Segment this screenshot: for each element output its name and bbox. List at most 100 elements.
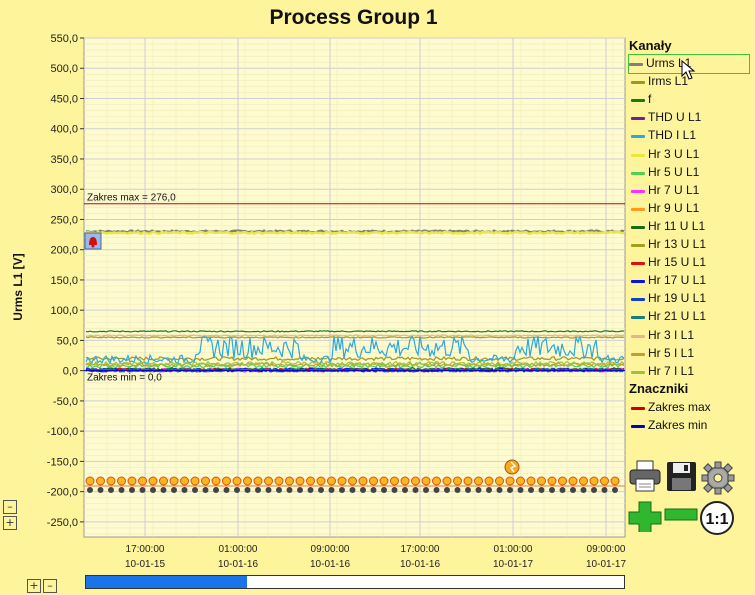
legend-item[interactable]: Hr 21 U L1	[631, 308, 749, 326]
legend-swatch	[631, 225, 645, 229]
y-tick-label: 550,0	[50, 33, 78, 45]
y-axis-ticks: 550,0 500,0 450,0 400,0 350,0 300,0 250,0 200,0…	[47, 33, 84, 529]
y-tick-label: 0,0	[63, 366, 78, 378]
legend-marker-item[interactable]: Zakres min	[631, 417, 749, 435]
event-marker	[232, 476, 242, 486]
add-axis-icon[interactable]: +	[3, 516, 17, 530]
event-marker	[169, 476, 179, 486]
event-marker-dot	[517, 487, 524, 493]
y-tick-label: -50,0	[53, 396, 78, 408]
series-line	[85, 334, 625, 365]
legend-swatch	[631, 81, 645, 85]
event-marker	[211, 476, 221, 486]
event-marker	[505, 476, 515, 486]
event-marker-dot	[213, 487, 219, 493]
gear-icon[interactable]	[701, 461, 735, 495]
y-axis-label: Urms L1 [V]	[11, 253, 25, 321]
event-marker	[138, 476, 147, 486]
alarm-bell-icon[interactable]	[84, 232, 102, 250]
event-marker	[159, 476, 168, 486]
event-marker-dot	[87, 487, 93, 493]
legend-swatch	[631, 99, 645, 103]
series-line	[85, 230, 625, 236]
legend-item[interactable]: THD I L1	[631, 127, 749, 145]
event-marker	[495, 476, 504, 486]
legend-item[interactable]: f	[631, 91, 749, 109]
legend-swatch	[631, 298, 645, 302]
scroll-zoom-out-icon[interactable]: –	[43, 579, 57, 593]
legend-item[interactable]: Hr 7 I L1	[631, 363, 749, 381]
legend-item[interactable]: Hr 5 U L1	[631, 164, 749, 182]
legend-item[interactable]: Hr 17 U L1	[631, 272, 749, 290]
event-marker	[400, 476, 410, 486]
legend-item[interactable]: Irms L1	[631, 73, 749, 91]
event-marker	[285, 476, 294, 486]
legend-label: THD I L1	[648, 128, 697, 143]
event-marker-dot	[412, 487, 419, 493]
legend-item[interactable]: Hr 11 U L1	[631, 218, 749, 236]
legend-label: Hr 13 U L1	[648, 237, 707, 251]
legend-swatch	[631, 316, 645, 320]
event-marker	[274, 476, 284, 486]
legend-item[interactable]: Urms L1	[628, 54, 750, 74]
legend-label: Zakres min	[648, 418, 708, 432]
mouse-cursor-icon	[681, 60, 696, 80]
event-marker-dot	[297, 487, 303, 493]
y-tick-label: 350,0	[50, 154, 78, 166]
event-marker-dot	[360, 487, 366, 493]
legend-item[interactable]: Hr 3 U L1	[631, 146, 749, 164]
legend-label: f	[648, 92, 652, 107]
legend-item[interactable]: Hr 3 I L1	[631, 327, 749, 345]
event-marker-dot	[307, 487, 314, 493]
event-marker-dot	[318, 487, 324, 493]
event-marker-dot	[349, 487, 356, 493]
legend-item[interactable]: THD U L1	[631, 109, 749, 127]
legend-label: Urms L1	[646, 56, 692, 70]
legend-marker-item[interactable]: Zakres max	[631, 399, 749, 417]
legend-item[interactable]: Hr 19 U L1	[631, 290, 749, 308]
save-icon[interactable]	[666, 461, 698, 493]
event-marker-dot	[591, 487, 597, 493]
scroll-zoom-in-icon[interactable]: +	[27, 579, 41, 593]
legend-item[interactable]: Hr 9 U L1	[631, 200, 749, 218]
x-tick-time: 01:00:00	[494, 544, 533, 555]
legend-swatch	[629, 63, 643, 66]
zoom-out-icon[interactable]	[664, 508, 698, 522]
legend-label: Hr 11 U L1	[648, 218, 706, 233]
printer-icon[interactable]	[628, 459, 662, 493]
legend-markers-title: Znaczniki	[629, 381, 689, 396]
event-marker-dot	[570, 487, 576, 493]
annotations: Zakres max = 276,0 Zakres min = 0,0	[84, 193, 625, 384]
plot-area[interactable]	[83, 37, 626, 538]
legend-item[interactable]: Hr 13 U L1	[631, 236, 749, 254]
event-marker	[85, 476, 95, 486]
event-marker	[180, 476, 189, 486]
event-marker	[442, 476, 452, 486]
x-tick-date: 10-01-16	[310, 559, 350, 570]
legend-item[interactable]: Hr 5 I L1	[631, 345, 749, 363]
event-marker-dot	[160, 487, 167, 493]
chart-plot[interactable]: 550,0 500,0 450,0 400,0 350,0 300,0 250,0 200,0…	[0, 0, 628, 575]
event-marker	[306, 476, 315, 486]
expand-icon[interactable]: –	[3, 500, 17, 514]
zoom-in-icon[interactable]	[628, 500, 662, 532]
event-marker	[390, 476, 399, 486]
x-tick-time: 09:00:00	[311, 544, 350, 555]
legend-swatch	[631, 262, 645, 266]
event-marker-dot	[328, 487, 335, 493]
event-marker	[316, 476, 326, 486]
x-axis-ticks: 17:00:00 10-01-15 01:00:00 10-01-16 09:00:00…	[125, 544, 626, 570]
legend-item[interactable]: Hr 7 U L1	[631, 182, 749, 200]
y-tick-label: 50,0	[57, 335, 78, 347]
event-marker-dot	[528, 487, 534, 493]
zoom-reset-button[interactable]: 1:1	[699, 500, 735, 536]
x-tick-time: 17:00:00	[401, 544, 440, 555]
x-tick-time: 09:00:00	[587, 544, 626, 555]
event-marker	[264, 476, 273, 486]
legend-item[interactable]: Hr 15 U L1	[631, 254, 749, 272]
event-flag-icon[interactable]	[504, 459, 520, 475]
event-marker	[453, 476, 462, 486]
event-marker-dot	[339, 487, 345, 493]
time-scrollbar[interactable]	[85, 575, 625, 589]
scrollbar-thumb[interactable]	[86, 576, 248, 588]
